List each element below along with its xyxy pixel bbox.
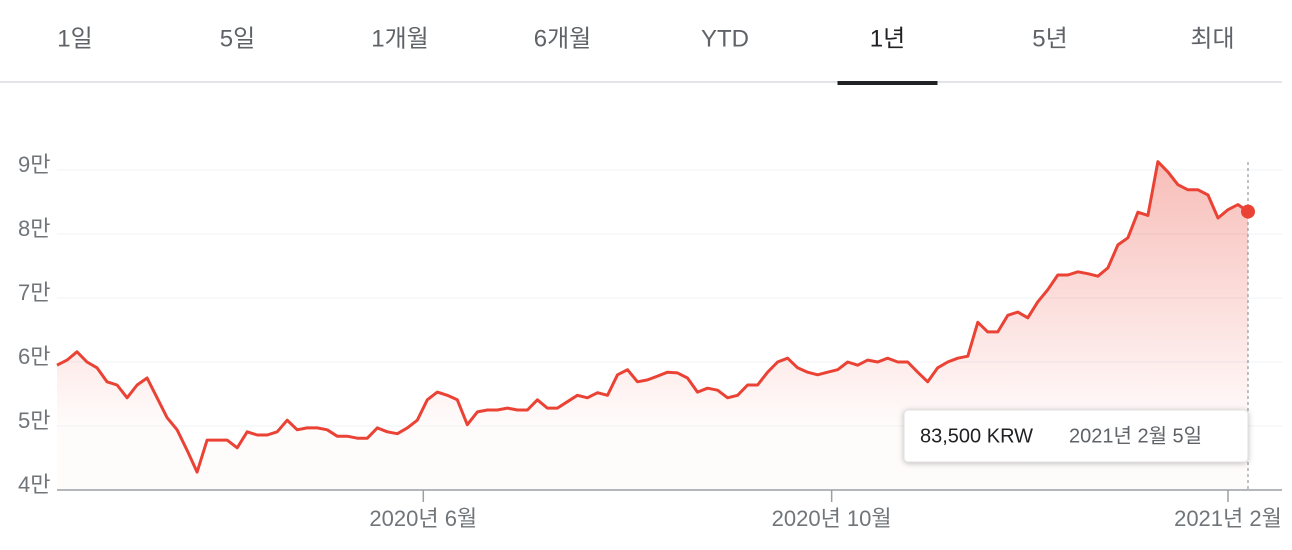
x-tick-label: 2020년 10월 bbox=[772, 506, 892, 531]
x-tick-label: 2020년 6월 bbox=[369, 506, 477, 531]
price-area bbox=[57, 161, 1248, 490]
range-tab[interactable]: 1개월 bbox=[371, 25, 429, 52]
range-tab[interactable]: 1일 bbox=[57, 25, 92, 52]
y-tick-label: 8만 bbox=[18, 216, 50, 241]
range-tab[interactable]: 6개월 bbox=[534, 25, 592, 52]
selected-tab-indicator bbox=[837, 81, 938, 85]
tooltip-date: 2021년 2월 5일 bbox=[1069, 424, 1202, 447]
y-tick-label: 4만 bbox=[18, 472, 50, 497]
hover-dot bbox=[1241, 204, 1255, 219]
range-tab[interactable]: 5일 bbox=[220, 25, 255, 52]
range-tab[interactable]: 최대 bbox=[1190, 25, 1234, 52]
tooltip-box bbox=[903, 409, 1249, 463]
range-tab[interactable]: 5년 bbox=[1032, 25, 1067, 52]
range-tab[interactable]: 1년 bbox=[870, 25, 905, 52]
x-tick-label: 2021년 2월 bbox=[1174, 506, 1282, 531]
tooltip-value: 83,500 KRW bbox=[920, 425, 1033, 447]
y-tick-label: 7만 bbox=[18, 280, 50, 305]
y-tick-label: 5만 bbox=[18, 408, 50, 433]
y-tick-label: 6만 bbox=[18, 344, 50, 369]
y-tick-label: 9만 bbox=[18, 152, 50, 177]
range-tab[interactable]: YTD bbox=[701, 25, 749, 52]
price-line bbox=[56, 160, 1249, 474]
